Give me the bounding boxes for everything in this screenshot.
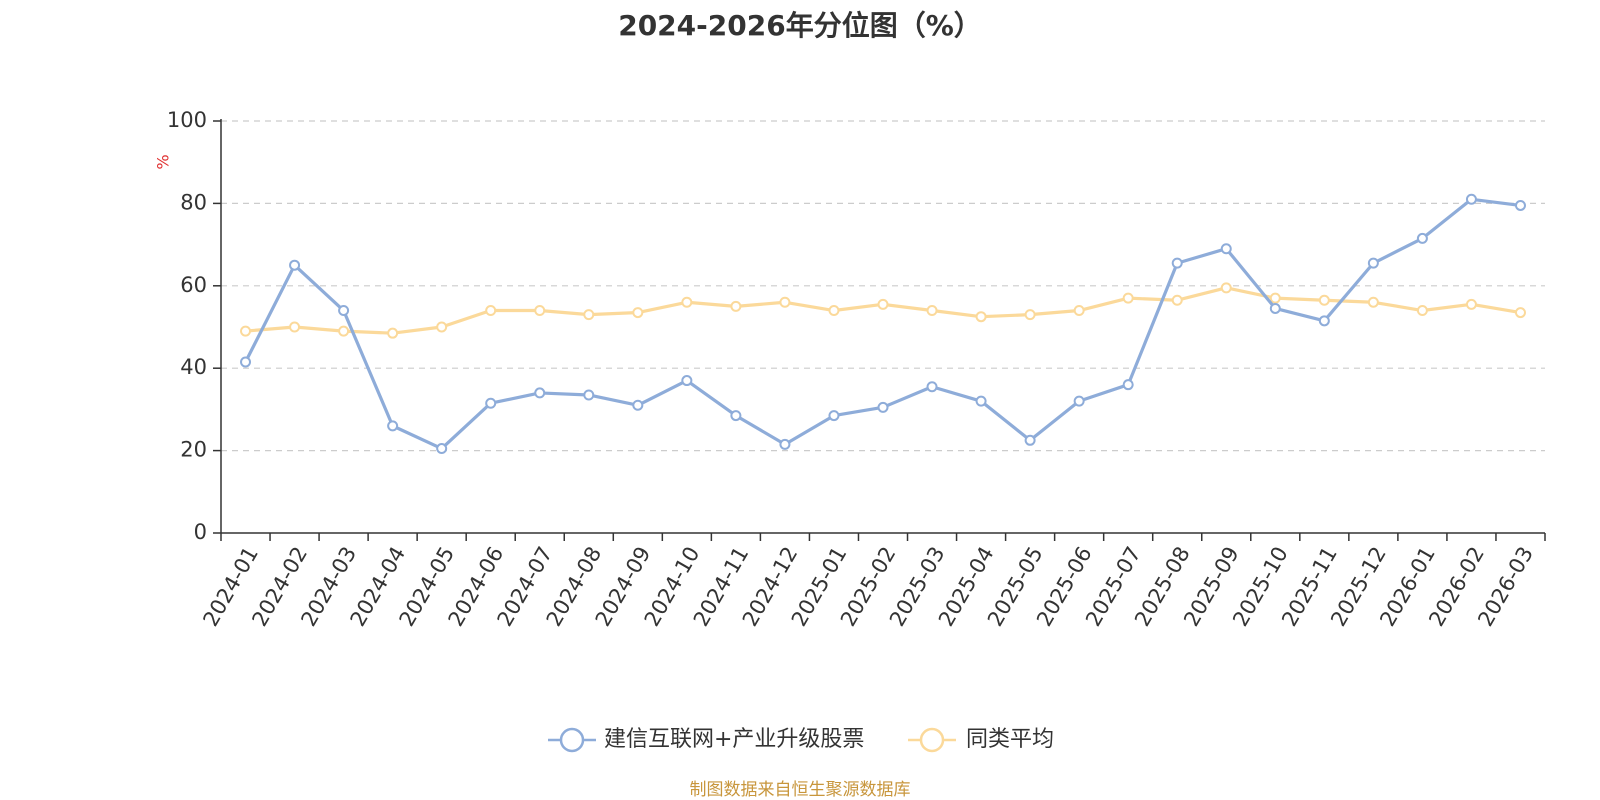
data-point [1024, 309, 1036, 321]
data-point [338, 305, 350, 317]
data-point [1073, 395, 1085, 407]
legend[interactable]: 建信互联网+产业升级股票 同类平均 [548, 727, 1054, 753]
data-point [877, 298, 889, 310]
data-point [1024, 434, 1036, 446]
data-point [730, 410, 742, 422]
axis-layer: 0204060801002024-012024-022024-032024-04… [167, 108, 1546, 630]
y-tick-label: 0 [194, 520, 207, 544]
data-point [240, 356, 252, 368]
data-point [1367, 257, 1379, 269]
data-point [485, 305, 497, 317]
legend-swatch-marker [919, 727, 945, 753]
data-point [1220, 282, 1232, 294]
data-point [583, 389, 595, 401]
data-point [534, 387, 546, 399]
data-point [926, 305, 938, 317]
data-point [240, 325, 252, 337]
data-point [1171, 257, 1183, 269]
data-point [1514, 199, 1526, 211]
data-point [534, 305, 546, 317]
data-point [1122, 379, 1134, 391]
data-point [779, 438, 791, 450]
data-point [1073, 305, 1085, 317]
data-point [926, 381, 938, 393]
data-point [779, 296, 791, 308]
data-point [730, 300, 742, 312]
data-point [387, 420, 399, 432]
y-tick-label: 60 [180, 273, 207, 297]
y-tick-label: 20 [180, 438, 207, 462]
data-point [1367, 296, 1379, 308]
chart-title: 2024-2026年分位图（%） [618, 9, 982, 42]
data-point [632, 307, 644, 319]
data-point [975, 395, 987, 407]
data-point [1514, 307, 1526, 319]
data-point [1171, 294, 1183, 306]
data-point [1318, 294, 1330, 306]
data-point [632, 399, 644, 411]
data-point [338, 325, 350, 337]
data-point [1465, 298, 1477, 310]
data-point [1269, 302, 1281, 314]
y-tick-label: 40 [180, 355, 207, 379]
legend-label: 同类平均 [966, 727, 1054, 752]
legend-swatch-marker [559, 727, 585, 753]
data-point [1318, 315, 1330, 327]
data-point [387, 327, 399, 339]
legend-label: 建信互联网+产业升级股票 [604, 727, 864, 752]
data-point [877, 401, 889, 413]
y-tick-label: 80 [180, 190, 207, 214]
data-point [828, 410, 840, 422]
data-point [289, 259, 301, 271]
data-point [681, 296, 693, 308]
y-tick-label: 100 [167, 108, 207, 132]
data-point [436, 443, 448, 455]
data-point [1122, 292, 1134, 304]
data-point [1465, 193, 1477, 205]
data-point [1269, 292, 1281, 304]
source-note: 制图数据来自恒生聚源数据库 [690, 780, 911, 800]
data-point [828, 305, 840, 317]
data-point [1416, 305, 1428, 317]
grid-layer [221, 120, 1545, 452]
data-point [1416, 232, 1428, 244]
series-layer [240, 193, 1526, 455]
data-point [485, 397, 497, 409]
y-axis-unit: % [154, 154, 173, 169]
data-point [583, 309, 595, 321]
data-point [975, 311, 987, 323]
legend-item-1[interactable]: 同类平均 [908, 727, 1054, 753]
data-point [436, 321, 448, 333]
data-point [1220, 243, 1232, 255]
data-point [681, 375, 693, 387]
data-point [289, 321, 301, 333]
legend-item-0[interactable]: 建信互联网+产业升级股票 [548, 727, 864, 753]
